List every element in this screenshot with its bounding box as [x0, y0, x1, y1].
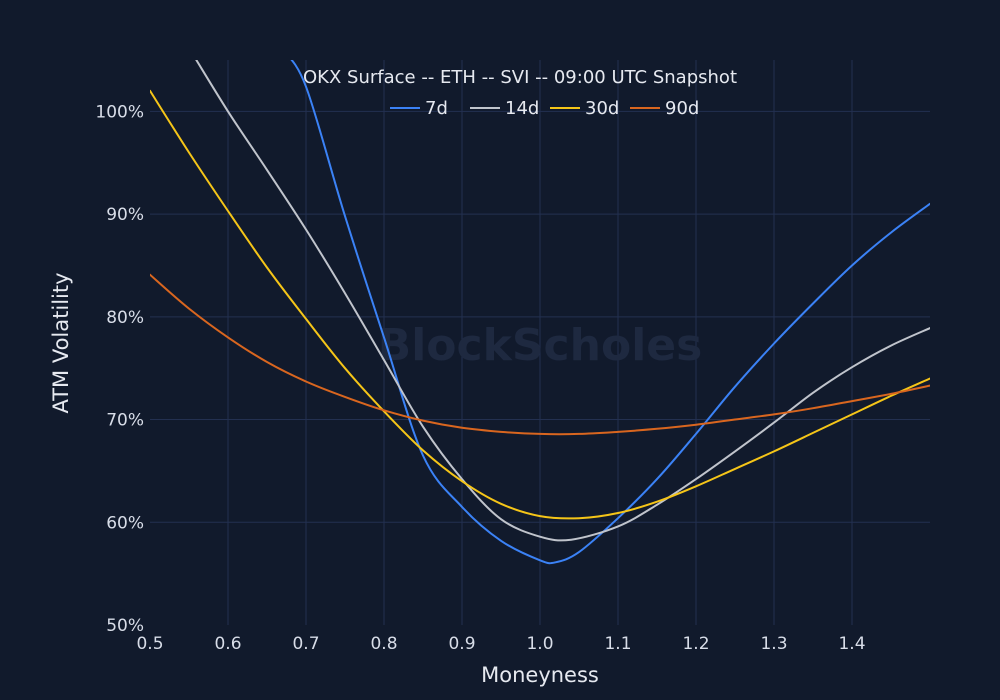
x-tick-label: 0.8 [370, 634, 397, 654]
y-tick-label: 50% [106, 616, 144, 636]
legend-item-30d[interactable]: 30d [550, 98, 619, 119]
series-line-7d [290, 60, 930, 565]
x-axis-title: Moneyness [481, 663, 599, 687]
y-tick-label: 80% [106, 308, 144, 328]
y-tick-label: 70% [106, 411, 144, 431]
series-line-14d [195, 60, 930, 542]
series-line-90d [150, 273, 930, 436]
grid [150, 60, 930, 625]
x-tick-label: 0.6 [214, 634, 241, 654]
y-tick-label: 60% [106, 513, 144, 533]
x-tick-label: 0.7 [292, 634, 319, 654]
legend: 7d 14d 30d 90d [390, 98, 699, 119]
y-axis-ticks: 50% 60% 70% 80% 90% 100% [95, 102, 144, 636]
watermark: BlockScholes [378, 320, 703, 371]
y-axis-title: ATM Volatility [49, 272, 73, 413]
x-axis-ticks: 0.5 0.6 0.7 0.8 0.9 1.0 1.1 1.2 1.3 1.4 [136, 634, 865, 654]
x-tick-label: 0.5 [136, 634, 163, 654]
y-tick-label: 90% [106, 205, 144, 225]
legend-label: 90d [665, 98, 699, 119]
legend-item-7d[interactable]: 7d [390, 98, 448, 119]
x-tick-label: 1.2 [682, 634, 709, 654]
series-line-30d [150, 89, 930, 520]
legend-label: 30d [585, 98, 619, 119]
series-layer [150, 60, 930, 565]
x-tick-label: 1.0 [526, 634, 553, 654]
x-tick-label: 0.9 [448, 634, 475, 654]
x-tick-label: 1.4 [838, 634, 865, 654]
x-tick-label: 1.1 [604, 634, 631, 654]
legend-item-90d[interactable]: 90d [630, 98, 699, 119]
chart-title: OKX Surface -- ETH -- SVI -- 09:00 UTC S… [303, 67, 737, 88]
legend-label: 14d [505, 98, 539, 119]
legend-label: 7d [425, 98, 448, 119]
x-tick-label: 1.3 [760, 634, 787, 654]
y-tick-label: 100% [95, 102, 144, 122]
legend-item-14d[interactable]: 14d [470, 98, 539, 119]
